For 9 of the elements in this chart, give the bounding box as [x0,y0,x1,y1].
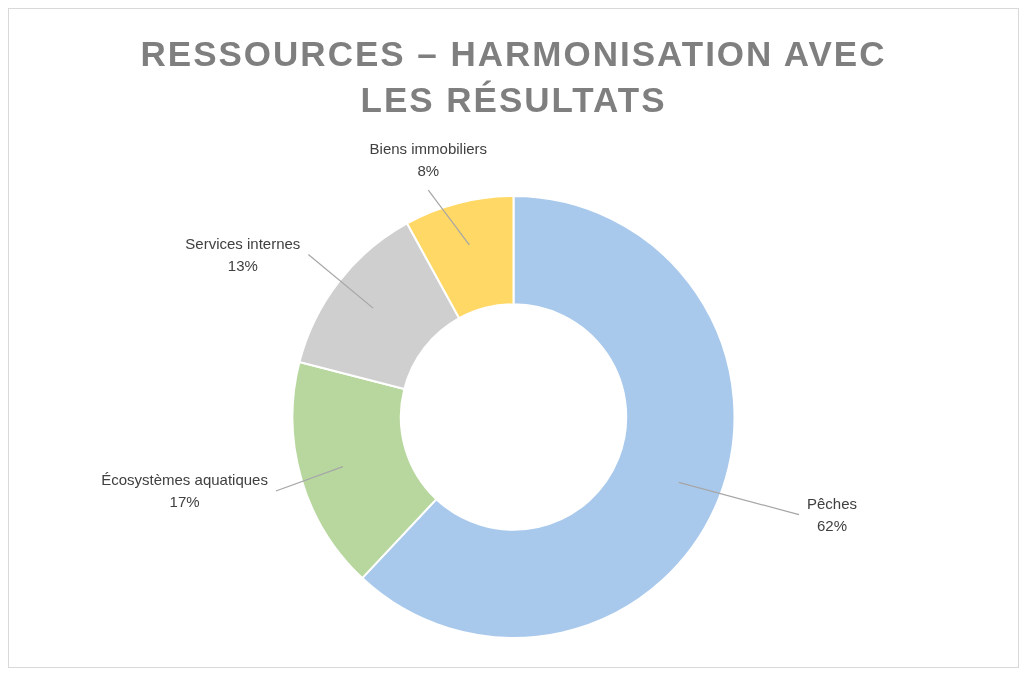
data-label: 62% [816,516,848,534]
chart-title: RESSOURCES – HARMONISATION AVEC LES RÉSULTATS [139,33,888,121]
slice-label: Biens immobiliers [369,140,488,158]
slice-label: Services internes [185,234,301,252]
data-label: 8% [417,162,440,180]
data-label: 17% [169,493,200,511]
data-label: 13% [227,256,258,274]
slice-label: Pêches [806,494,858,512]
slice-label: Écosystèmes aquatiques [101,471,268,489]
